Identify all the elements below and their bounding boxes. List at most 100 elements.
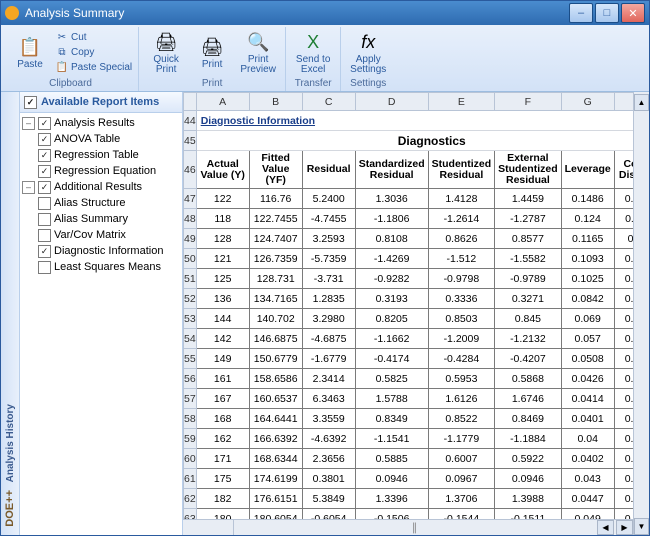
data-cell[interactable]: -0.9789 [495, 269, 562, 289]
send-to-excel-button[interactable]: X Send to Excel [290, 28, 336, 78]
tree-item[interactable]: Var/Cov Matrix [20, 227, 182, 243]
data-cell[interactable]: 0.1486 [561, 189, 614, 209]
data-cell[interactable]: 149 [196, 349, 249, 369]
data-cell[interactable]: 116.76 [249, 189, 302, 209]
data-cell[interactable]: 0.1403 [614, 249, 633, 269]
copy-button[interactable]: ⧉Copy [53, 45, 134, 60]
data-cell[interactable]: 0.5922 [495, 449, 562, 469]
data-cell[interactable]: 160.6537 [249, 389, 302, 409]
tree-item[interactable]: Alias Structure [20, 195, 182, 211]
item-checkbox[interactable]: ✓ [38, 149, 51, 162]
data-cell[interactable]: 0.0402 [561, 449, 614, 469]
data-cell[interactable]: 0.5825 [355, 369, 428, 389]
row-header[interactable]: 54 [184, 329, 197, 349]
maximize-button[interactable]: □ [595, 3, 619, 23]
print-preview-button[interactable]: 🔍 Print Preview [235, 28, 281, 78]
data-cell[interactable]: 0.1126 [614, 209, 633, 229]
data-cell[interactable]: 0.0967 [428, 469, 495, 489]
tree-group[interactable]: –✓Analysis Results [20, 115, 182, 131]
data-cell[interactable]: -0.4284 [428, 349, 495, 369]
data-cell[interactable]: 121 [196, 249, 249, 269]
tree-group[interactable]: –✓Additional Results [20, 179, 182, 195]
tree-item[interactable]: ✓Diagnostic Information [20, 243, 182, 259]
data-cell[interactable]: 0.8522 [428, 409, 495, 429]
data-cell[interactable]: 0.0076 [614, 449, 633, 469]
data-cell[interactable]: 118 [196, 209, 249, 229]
scroll-left-button[interactable]: ◀ [597, 520, 614, 535]
data-cell[interactable]: 0.0401 [561, 409, 614, 429]
data-cell[interactable]: 0.8469 [495, 409, 562, 429]
minimize-button[interactable]: – [569, 3, 593, 23]
data-cell[interactable]: 162 [196, 429, 249, 449]
data-cell[interactable]: 180 [196, 509, 249, 520]
data-cell[interactable]: -0.4207 [495, 349, 562, 369]
close-button[interactable]: ✕ [621, 3, 645, 23]
data-cell[interactable]: 1.4459 [495, 189, 562, 209]
data-cell[interactable]: -0.1511 [495, 509, 562, 520]
data-cell[interactable]: 3.2593 [302, 229, 355, 249]
data-cell[interactable]: 0.124 [561, 209, 614, 229]
item-checkbox[interactable] [38, 261, 51, 274]
data-cell[interactable]: -0.9282 [355, 269, 428, 289]
data-cell[interactable]: 146.6875 [249, 329, 302, 349]
data-cell[interactable]: 171 [196, 449, 249, 469]
tree-header-checkbox[interactable]: ✓ [24, 96, 37, 109]
scroll-down-button[interactable]: ▼ [634, 518, 649, 535]
scroll-up-button[interactable]: ▲ [634, 94, 649, 111]
row-header[interactable]: 47 [184, 189, 197, 209]
data-cell[interactable]: -1.2009 [428, 329, 495, 349]
analysis-history-tab[interactable]: Analysis History [5, 404, 16, 482]
data-cell[interactable]: 126.7359 [249, 249, 302, 269]
data-cell[interactable]: 0.8577 [495, 229, 562, 249]
data-cell[interactable]: 1.3396 [355, 489, 428, 509]
data-cell[interactable]: 166.6392 [249, 429, 302, 449]
data-cell[interactable]: 0.845 [495, 309, 562, 329]
vertical-scrollbar[interactable]: ▲ ▼ [633, 92, 649, 535]
data-cell[interactable]: -1.5582 [495, 249, 562, 269]
data-cell[interactable]: -4.6392 [302, 429, 355, 449]
data-cell[interactable]: 0.0002 [614, 469, 633, 489]
row-header[interactable]: 55 [184, 349, 197, 369]
column-header[interactable]: A [196, 93, 249, 111]
data-cell[interactable]: 0.043 [561, 469, 614, 489]
item-checkbox[interactable] [38, 197, 51, 210]
data-cell[interactable]: 0.1165 [561, 229, 614, 249]
row-header[interactable]: 58 [184, 409, 197, 429]
data-cell[interactable]: 124.7407 [249, 229, 302, 249]
data-cell[interactable]: -0.1506 [355, 509, 428, 520]
data-cell[interactable]: 5.2400 [302, 189, 355, 209]
data-cell[interactable]: 0.8108 [355, 229, 428, 249]
row-header[interactable]: 57 [184, 389, 197, 409]
data-cell[interactable]: 0.8626 [428, 229, 495, 249]
data-cell[interactable]: 144 [196, 309, 249, 329]
data-cell[interactable]: 0.8503 [428, 309, 495, 329]
data-cell[interactable]: 0.069 [561, 309, 614, 329]
row-header[interactable]: 59 [184, 429, 197, 449]
item-checkbox[interactable]: ✓ [38, 165, 51, 178]
data-cell[interactable]: 0.0447 [561, 489, 614, 509]
group-checkbox[interactable]: ✓ [38, 181, 51, 194]
grid-scroll[interactable]: ABCDEFGH44Diagnostic Information45Diagno… [183, 92, 633, 519]
data-cell[interactable]: -1.4269 [355, 249, 428, 269]
data-cell[interactable]: 0.0051 [614, 289, 633, 309]
data-cell[interactable]: 0.0562 [614, 389, 633, 409]
data-cell[interactable]: 1.5788 [355, 389, 428, 409]
collapse-icon[interactable]: – [22, 181, 35, 194]
data-cell[interactable]: 0.3271 [495, 289, 562, 309]
data-cell[interactable]: -1.2787 [495, 209, 562, 229]
column-header[interactable]: F [495, 93, 562, 111]
data-cell[interactable]: 0.0436 [614, 329, 633, 349]
data-cell[interactable]: 0.1025 [561, 269, 614, 289]
data-cell[interactable]: 5.3849 [302, 489, 355, 509]
data-cell[interactable]: 2.3656 [302, 449, 355, 469]
data-cell[interactable]: 0.5953 [428, 369, 495, 389]
data-cell[interactable]: 0.0268 [614, 309, 633, 329]
data-cell[interactable]: 150.6779 [249, 349, 302, 369]
data-cell[interactable]: 0.0006 [614, 509, 633, 520]
data-cell[interactable]: 175 [196, 469, 249, 489]
row-header[interactable]: 46 [184, 151, 197, 189]
data-cell[interactable]: 1.2835 [302, 289, 355, 309]
data-cell[interactable]: 1.3988 [495, 489, 562, 509]
row-header[interactable]: 62 [184, 489, 197, 509]
scroll-right-button[interactable]: ▶ [616, 520, 633, 535]
